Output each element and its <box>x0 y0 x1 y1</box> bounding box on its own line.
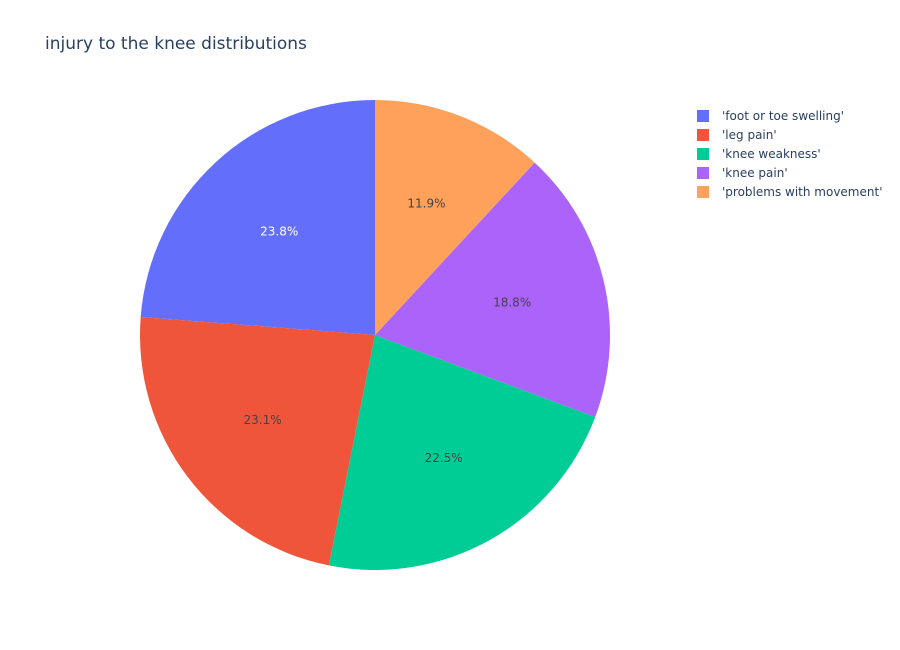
pie-slice-3[interactable] <box>328 335 596 570</box>
legend-item-2[interactable]: 'leg pain' <box>697 125 883 144</box>
legend-item-4[interactable]: 'knee pain' <box>697 163 883 182</box>
legend-swatch <box>697 166 709 179</box>
legend-swatch <box>697 147 709 160</box>
slice-value-label-5: 11.9% <box>407 197 445 211</box>
legend-label: 'knee weakness' <box>722 146 821 161</box>
legend-label: 'leg pain' <box>722 127 777 142</box>
legend-item-1[interactable]: 'foot or toe swelling' <box>697 106 883 125</box>
pie-slice-2[interactable] <box>140 316 375 566</box>
legend-swatch <box>697 185 709 198</box>
legend: 'foot or toe swelling' 'leg pain' 'knee we… <box>697 106 883 201</box>
pie-slice-5[interactable] <box>375 100 535 335</box>
pie-slice-4[interactable] <box>375 162 610 417</box>
slice-value-label-1: 23.8% <box>260 225 298 239</box>
pie-slice-1[interactable] <box>140 100 375 335</box>
slice-value-label-2: 23.1% <box>244 413 282 427</box>
slice-value-label-4: 18.8% <box>493 295 531 309</box>
legend-item-5[interactable]: 'problems with movement' <box>697 182 883 201</box>
legend-swatch <box>697 128 709 141</box>
legend-item-3[interactable]: 'knee weakness' <box>697 144 883 163</box>
legend-label: 'problems with movement' <box>722 184 883 199</box>
legend-label: 'foot or toe swelling' <box>722 108 845 123</box>
slice-value-label-3: 22.5% <box>425 451 463 465</box>
chart-title: injury to the knee distributions <box>45 34 307 54</box>
legend-swatch <box>697 109 709 122</box>
legend-label: 'knee pain' <box>722 165 788 180</box>
